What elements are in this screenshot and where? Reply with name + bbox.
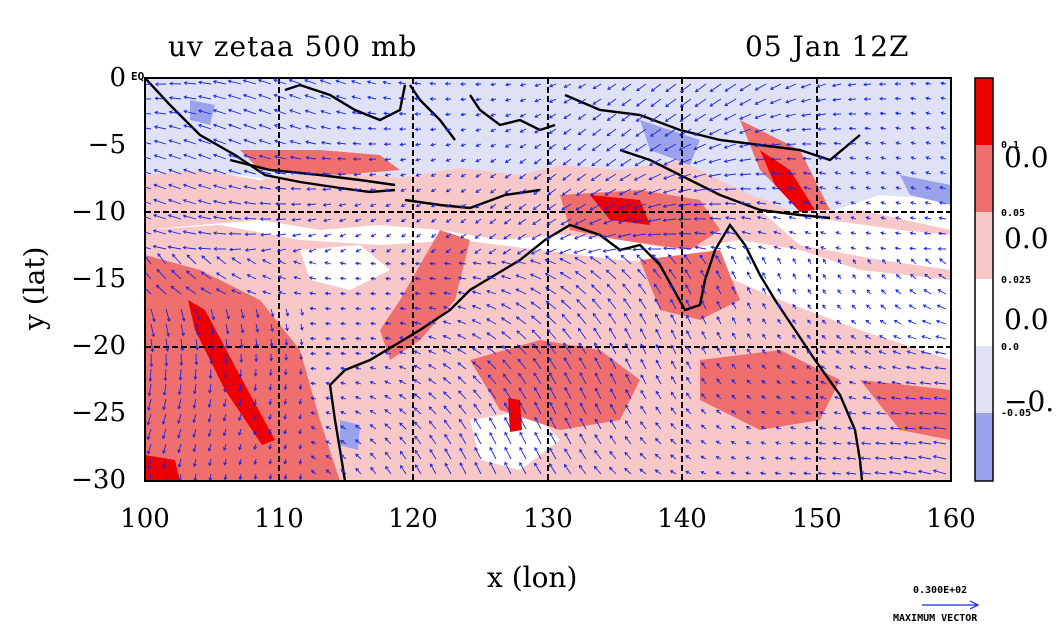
colorbar-label-small: 0.1	[1001, 140, 1020, 151]
x-axis-label: x (lon)	[487, 561, 578, 594]
colorbar-label-large: 0.0	[1004, 303, 1049, 336]
colorbar-label-small: 0.0	[1001, 342, 1020, 353]
vector-key-arrow	[922, 600, 980, 610]
vector-key-label: MAXIMUM VECTOR	[893, 613, 978, 624]
wind-vectors	[145, 78, 947, 481]
colorbar-label-small: -0.05	[1001, 408, 1032, 419]
colorbar-label-small: 0.05	[1001, 208, 1026, 219]
x-tick-label: 130	[523, 504, 573, 534]
x-tick-label: 100	[120, 504, 170, 534]
colorbar-label-large: −0.	[1004, 385, 1055, 418]
map-frame	[144, 77, 952, 482]
colorbar-swatch-1	[975, 78, 993, 145]
x-tick-label: 110	[254, 504, 304, 534]
colorbar	[974, 77, 994, 482]
y-tick-label: −15	[71, 264, 126, 294]
y-axis-label: y (lat)	[18, 246, 51, 330]
y-tick-label: −30	[71, 465, 126, 495]
colorbar-swatch-4	[975, 279, 993, 346]
colorbar-label-large: 0.0	[1004, 141, 1049, 174]
equator-mark: EQ	[131, 70, 145, 83]
y-tick-label: −25	[71, 398, 126, 428]
colorbar-label-small: 0.025	[1001, 275, 1032, 286]
y-tick-label: −5	[87, 130, 126, 160]
colorbar-swatch-6	[975, 413, 993, 481]
map-date: 05 Jan 12Z	[745, 30, 910, 63]
x-tick-label: 140	[657, 504, 707, 534]
y-tick-label: −10	[71, 197, 126, 227]
y-tick-label: 0	[109, 63, 126, 93]
coastlines	[145, 78, 864, 481]
x-tick-label: 160	[926, 504, 976, 534]
colorbar-swatch-3	[975, 212, 993, 279]
y-tick-label: −20	[71, 331, 126, 361]
x-tick-label: 150	[792, 504, 842, 534]
colorbar-swatch-5	[975, 346, 993, 413]
colorbar-label-large: 0.0	[1004, 222, 1049, 255]
vector-key-value: 0.300E+02	[913, 585, 968, 596]
map-title: uv zetaa 500 mb	[168, 30, 418, 63]
x-tick-label: 120	[388, 504, 438, 534]
colorbar-swatch-2	[975, 145, 993, 212]
graticule	[145, 78, 951, 481]
